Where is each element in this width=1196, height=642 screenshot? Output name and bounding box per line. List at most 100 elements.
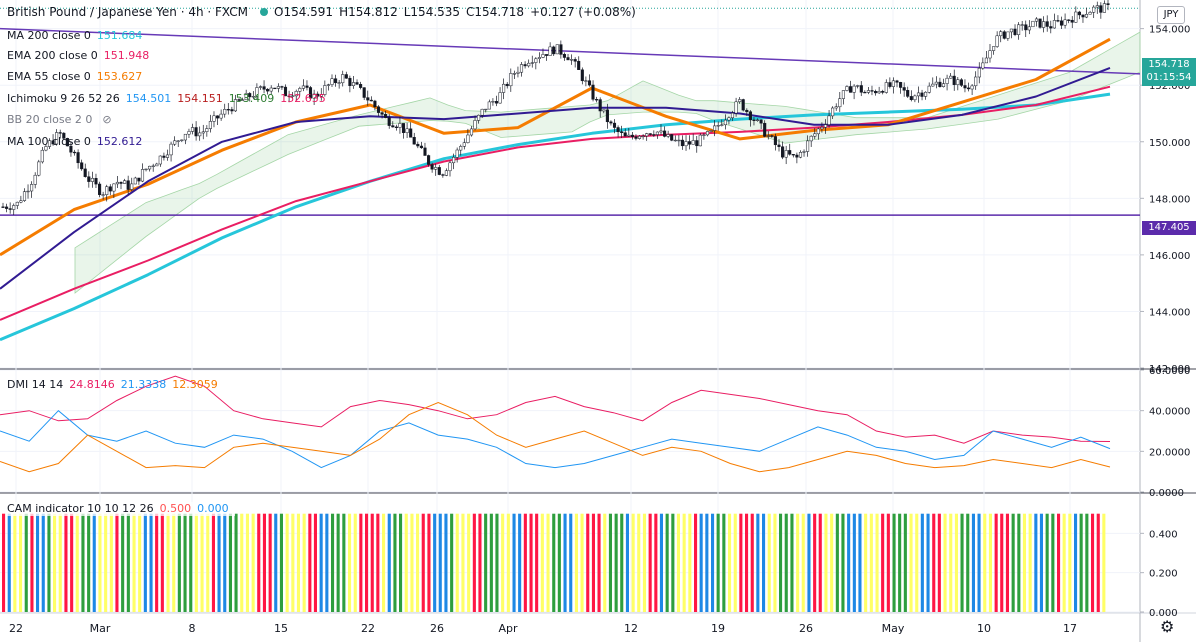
legend-ema200[interactable]: EMA 200 close 0 151.948 (7, 49, 155, 63)
candle-down (98, 183, 102, 195)
dmi-line-dmi- (0, 410, 1111, 469)
candle-up (673, 139, 677, 142)
candle-down (162, 155, 166, 158)
candle-down (881, 91, 885, 93)
candle-up (949, 75, 953, 79)
series-line-ma-200-close-0 (0, 92, 1111, 342)
candle-down (359, 84, 363, 88)
candle-up (816, 128, 820, 135)
candle-up (480, 108, 484, 116)
candle-up (473, 120, 477, 130)
candle-up (1102, 3, 1106, 13)
cam-bar (387, 513, 391, 612)
cam-bar (336, 513, 340, 612)
eye-icon[interactable]: ⊘ (102, 113, 112, 126)
cam-bar (779, 513, 783, 612)
candle-down (773, 136, 777, 146)
candle-up (666, 134, 670, 137)
cam-bar (149, 513, 153, 612)
candle-up (977, 67, 981, 78)
candle-down (888, 82, 892, 87)
cam-bar (762, 513, 766, 612)
candle-up (459, 146, 463, 151)
candle-down (94, 178, 98, 185)
horizontal-line-price-tag[interactable]: 147.405 (1142, 221, 1196, 235)
candle-down (523, 64, 527, 67)
cam-bar (376, 513, 380, 612)
cam-bar (189, 513, 193, 612)
candle-up (112, 183, 116, 192)
cam-bar (637, 513, 641, 612)
legend-cam[interactable]: CAM indicator 10 10 12 26 0.500 0.000 (7, 502, 235, 516)
candle-down (416, 143, 420, 147)
cam-bar (920, 513, 924, 612)
legend-ema200-value: 151.948 (103, 49, 150, 62)
candle-up (798, 152, 803, 158)
candle-down (1106, 3, 1110, 5)
candle-up (452, 157, 456, 164)
cam-bar (574, 513, 578, 612)
cam-bar (694, 513, 698, 612)
candle-down (380, 112, 384, 115)
cam-bar (540, 513, 544, 612)
candle-up (187, 131, 191, 135)
candle-down (952, 75, 956, 85)
candle-up (698, 134, 702, 147)
cam-bar (665, 513, 669, 612)
currency-label[interactable]: JPY (1157, 6, 1185, 24)
candle-down (8, 208, 12, 210)
legend-dmi-v3: 12.3059 (172, 378, 218, 391)
price-tick-label: 144.000 (1149, 307, 1190, 318)
cam-bar (807, 513, 811, 612)
candle-down (795, 154, 799, 158)
candle-up (852, 85, 856, 93)
legend-ichimoku-v1: 154.501 (125, 92, 172, 105)
gear-icon[interactable]: ⚙ (1160, 617, 1175, 636)
candle-down (745, 109, 749, 113)
candle-down (741, 99, 745, 111)
time-tick-label: 15 (274, 622, 288, 635)
candle-down (216, 115, 220, 119)
cam-bar (705, 513, 709, 612)
legend-ema200-label: EMA 200 close 0 (7, 49, 98, 62)
candle-up (891, 80, 895, 87)
candle-down (752, 119, 756, 121)
candle-up (173, 140, 177, 145)
cam-bar (2, 513, 6, 612)
ichimoku-cloud (74, 31, 1141, 294)
candlesticks (1, 0, 1110, 216)
symbol-title[interactable]: British Pound / Japanese Yen · 4h · FXCM (7, 5, 248, 19)
cam-bar (427, 513, 431, 612)
candle-down (419, 145, 423, 149)
legend-ema55[interactable]: EMA 55 close 0 153.627 (7, 70, 148, 84)
candle-down (62, 132, 66, 139)
indicator-lines (0, 7, 1141, 342)
cam-bar (512, 513, 516, 612)
legend-bb[interactable]: BB 20 close 2 0 ⊘ (7, 113, 118, 127)
cam-bar (455, 513, 459, 612)
cam-bar (121, 513, 125, 612)
cam-bar (478, 513, 482, 612)
legend-ma200[interactable]: MA 200 close 0 151.684 (7, 29, 148, 43)
candle-up (484, 108, 488, 111)
candle-down (287, 95, 291, 97)
candle-up (1009, 28, 1013, 33)
cam-bar (7, 513, 11, 612)
candle-up (1088, 12, 1092, 15)
legend-ma100[interactable]: MA 100 close 0 152.612 (7, 135, 148, 149)
candle-up (40, 149, 44, 163)
legend-dmi[interactable]: DMI 14 14 24.8146 21.3338 12.3059 (7, 378, 224, 392)
cam-bar (1096, 513, 1100, 612)
cam-bar (1079, 513, 1083, 612)
candle-up (956, 79, 960, 85)
cam-bar (801, 513, 805, 612)
cam-bar (926, 513, 930, 612)
candle-up (877, 91, 881, 94)
candle-up (916, 92, 921, 97)
candle-up (548, 46, 552, 56)
candle-up (784, 150, 788, 158)
cam-bar (949, 513, 953, 612)
legend-ichimoku[interactable]: Ichimoku 9 26 52 26 154.501 154.151 153.409… (7, 92, 332, 106)
candle-up (244, 93, 248, 101)
